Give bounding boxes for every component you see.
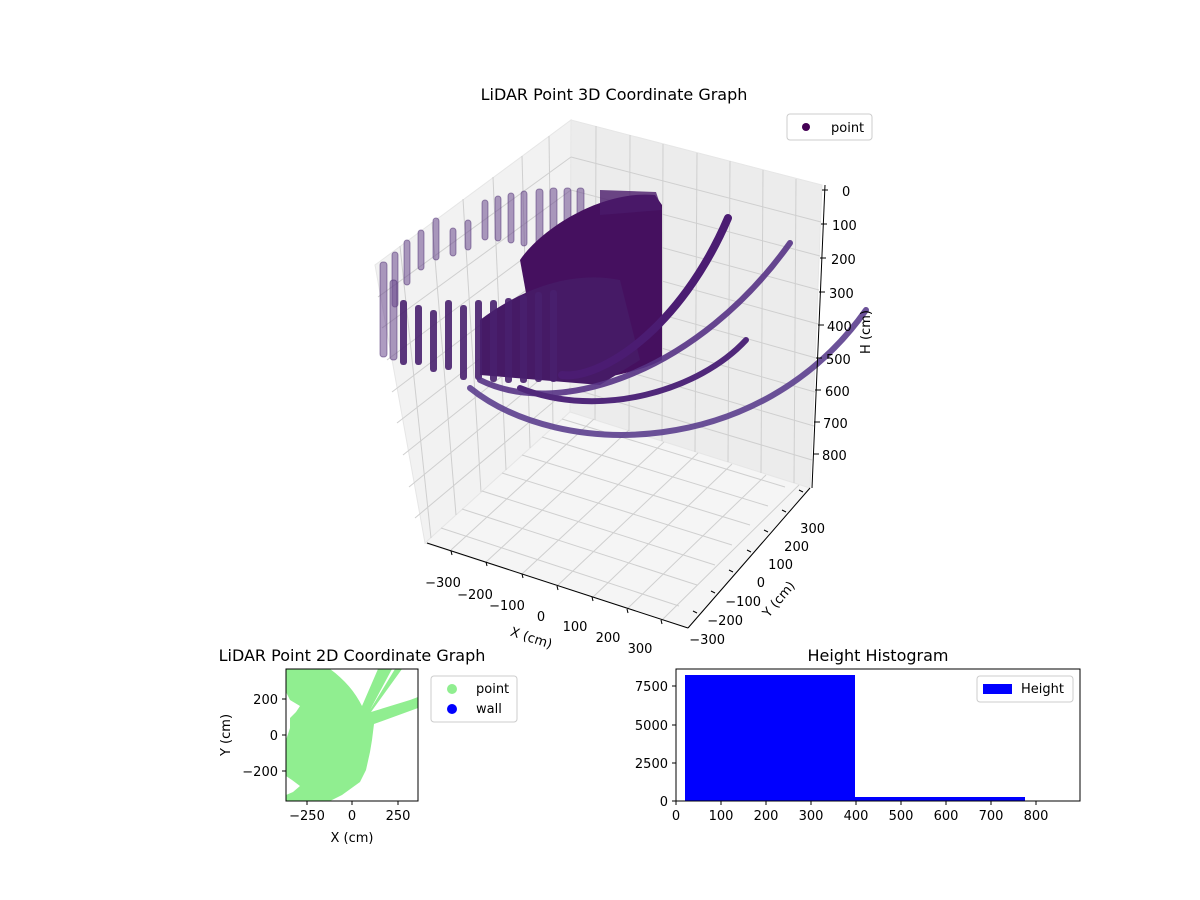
x-tick: 300 bbox=[628, 642, 653, 657]
y-tick: 100 bbox=[768, 558, 793, 573]
x-tick: 200 bbox=[754, 809, 779, 824]
point-region-2d bbox=[286, 669, 418, 801]
x-tick: 300 bbox=[799, 809, 824, 824]
histogram-title: Height Histogram bbox=[808, 646, 949, 665]
histogram-bar bbox=[685, 675, 855, 801]
legend-swatch-icon bbox=[983, 684, 1012, 694]
x-tick: 500 bbox=[889, 809, 914, 824]
plot-2d-title: LiDAR Point 2D Coordinate Graph bbox=[219, 646, 486, 665]
z-tick: 0 bbox=[842, 185, 850, 200]
histogram-bar bbox=[855, 797, 1025, 801]
y-tick: −200 bbox=[242, 765, 278, 780]
plot-2d: LiDAR Point 2D Coordinate Graph −250 0 2… bbox=[219, 646, 518, 846]
histogram-legend: Height bbox=[976, 675, 1074, 703]
x-tick: 250 bbox=[386, 809, 411, 824]
z-tick: 200 bbox=[831, 253, 856, 268]
x-tick: −250 bbox=[289, 809, 325, 824]
y-tick: −100 bbox=[725, 595, 761, 610]
z-tick: 100 bbox=[832, 219, 857, 234]
z-tick: 400 bbox=[827, 320, 852, 335]
y-axis-label: Y (cm) bbox=[759, 579, 798, 622]
legend-label: point bbox=[831, 121, 864, 136]
x-tick: 0 bbox=[537, 610, 545, 625]
y-tick: 0 bbox=[270, 729, 278, 744]
y-tick: 2500 bbox=[635, 757, 668, 772]
x-tick: 200 bbox=[596, 631, 621, 646]
y-axis-label: Y (cm) bbox=[219, 714, 234, 757]
point-cloud-3d bbox=[379, 187, 869, 438]
z-axis: 0 100 200 300 400 500 600 700 800 H (cm) bbox=[811, 184, 874, 489]
x-axis-label: X (cm) bbox=[508, 625, 554, 653]
y-tick: 200 bbox=[784, 540, 809, 555]
x-tick: 600 bbox=[934, 809, 959, 824]
x-tick: 700 bbox=[979, 809, 1004, 824]
y-tick: 0 bbox=[757, 576, 765, 591]
legend-marker-icon bbox=[802, 123, 810, 131]
plot-2d-legend: point wall bbox=[430, 675, 518, 723]
y-tick: −300 bbox=[689, 633, 725, 648]
legend-point-marker-icon bbox=[447, 684, 457, 694]
z-tick: 500 bbox=[826, 353, 851, 368]
legend-label: wall bbox=[476, 702, 502, 717]
y-tick: 300 bbox=[800, 522, 825, 537]
plot-3d: LiDAR Point 3D Coordinate Graph bbox=[374, 85, 874, 657]
z-tick: 300 bbox=[829, 287, 854, 302]
x-tick: −200 bbox=[457, 588, 493, 603]
y-tick: −200 bbox=[707, 614, 743, 629]
x-tick: 800 bbox=[1024, 809, 1049, 824]
plot-3d-legend: point bbox=[786, 113, 873, 141]
x-tick: 100 bbox=[563, 620, 588, 635]
z-tick: 600 bbox=[825, 385, 850, 400]
x-tick: −300 bbox=[425, 576, 461, 591]
y-tick: 7500 bbox=[635, 680, 668, 695]
x-axis-label: X (cm) bbox=[331, 831, 374, 846]
plot-3d-title: LiDAR Point 3D Coordinate Graph bbox=[481, 85, 748, 104]
legend-label: Height bbox=[1021, 682, 1064, 697]
y-tick: 0 bbox=[660, 795, 668, 810]
z-tick: 800 bbox=[822, 449, 847, 464]
x-tick: 100 bbox=[709, 809, 734, 824]
histogram: Height Histogram 0 100 200 300 400 500 6… bbox=[635, 646, 1081, 824]
histogram-frame bbox=[675, 668, 1081, 802]
legend-label: point bbox=[476, 682, 509, 697]
x-tick: 0 bbox=[348, 809, 356, 824]
x-tick: 0 bbox=[672, 809, 680, 824]
legend-wall-marker-icon bbox=[447, 704, 457, 714]
z-tick: 700 bbox=[823, 417, 848, 432]
z-axis-label: H (cm) bbox=[859, 310, 874, 354]
y-tick: 5000 bbox=[635, 719, 668, 734]
y-tick: 200 bbox=[253, 693, 278, 708]
x-tick: 400 bbox=[844, 809, 869, 824]
grid-floor bbox=[440, 418, 800, 622]
x-tick: −100 bbox=[489, 599, 525, 614]
